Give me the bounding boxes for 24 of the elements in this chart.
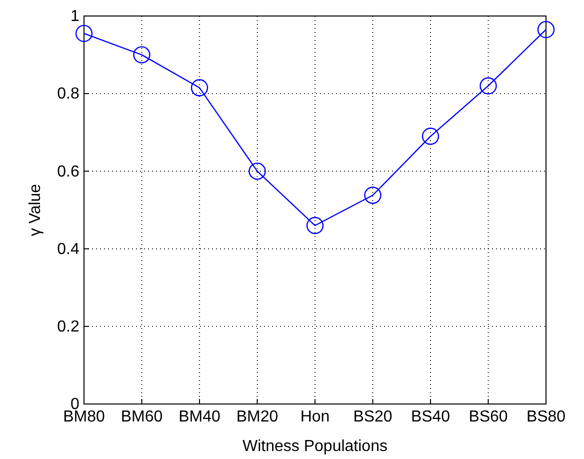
y-tick-label: 0.8: [57, 86, 80, 103]
point: [306, 216, 324, 234]
y-tick-label: 0.6: [57, 163, 80, 180]
x-tick-label: BS20: [353, 408, 392, 426]
x-tick-label: BS40: [410, 408, 450, 426]
x-tick-label: BS60: [468, 408, 508, 426]
x-tick-label: Hon: [300, 408, 330, 426]
point: [75, 24, 93, 42]
y-tick-label: 0.2: [57, 318, 80, 336]
point: [480, 77, 497, 94]
x-axis-title: Witness Populations: [242, 438, 388, 455]
x-tick-label: BS80: [526, 408, 566, 426]
x-tick-label: BM40: [178, 408, 220, 426]
x-tick-label: BM20: [236, 408, 278, 426]
y-tick-label: 0.4: [57, 240, 80, 258]
point: [364, 186, 382, 204]
x-tick-label: BM60: [120, 408, 163, 426]
point: [248, 162, 266, 180]
point: [537, 20, 555, 38]
point: [422, 128, 440, 145]
point: [190, 79, 208, 96]
y-tick-label: 1: [70, 8, 80, 26]
point: [133, 46, 150, 64]
y-axis-title: γ Value: [27, 184, 44, 236]
